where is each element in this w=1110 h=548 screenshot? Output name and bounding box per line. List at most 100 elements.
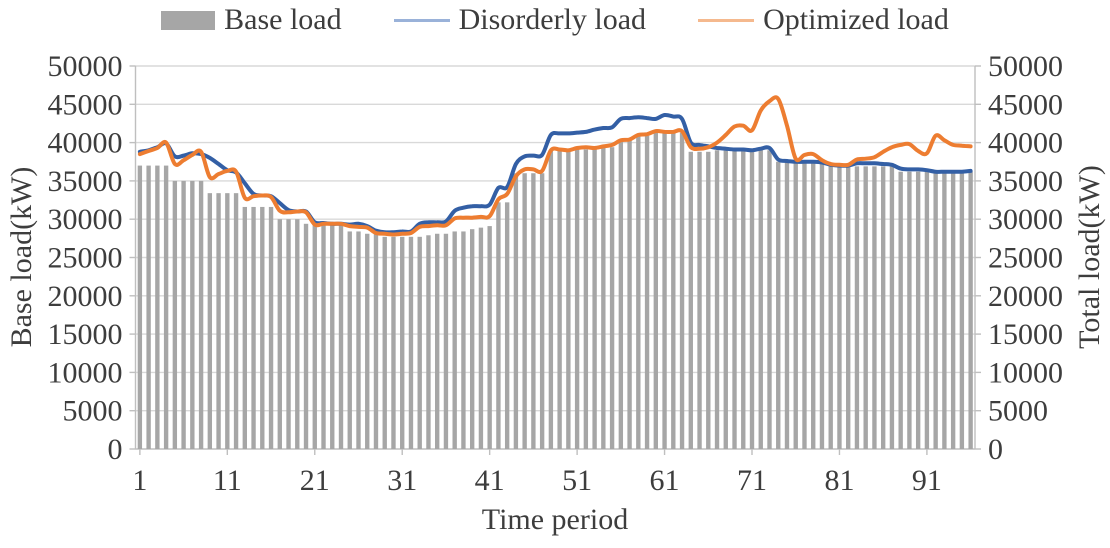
bar-base-load — [863, 166, 868, 449]
bar-base-load — [190, 180, 195, 449]
bar-base-load — [557, 151, 562, 449]
x-tick-label: 61 — [650, 464, 680, 497]
bar-base-load — [469, 229, 475, 449]
bar-base-load — [522, 173, 527, 450]
x-tick-label: 51 — [562, 464, 592, 497]
y-tick-label-right: 20000 — [988, 280, 1063, 313]
x-axis-title: Time period — [481, 503, 629, 536]
y-tick-label-right: 35000 — [988, 165, 1063, 198]
bar-base-load — [609, 147, 615, 450]
x-tick-label: 1 — [132, 464, 147, 497]
bar-base-load — [504, 202, 510, 449]
bar-base-load — [373, 233, 379, 449]
x-tick-label: 71 — [737, 464, 767, 497]
bar-base-load — [819, 163, 825, 450]
bar-base-load — [592, 149, 597, 449]
bar-base-load — [828, 163, 833, 450]
bar-base-load — [566, 151, 571, 449]
y-tick-label-left: 50000 — [48, 50, 123, 83]
bar-base-load — [435, 233, 440, 449]
bar-base-load — [950, 171, 956, 449]
y-tick-label-right: 25000 — [988, 242, 1063, 275]
disorderly-load-swatch-icon — [393, 18, 450, 22]
y-tick-label-right: 5000 — [988, 395, 1048, 428]
bar-base-load — [714, 150, 720, 449]
bar-base-load — [216, 193, 221, 449]
bar-base-load — [531, 173, 536, 450]
bar-base-load — [574, 149, 580, 449]
y-tick-label-left: 15000 — [48, 318, 123, 351]
bar-base-load — [461, 231, 466, 449]
x-tick-label: 91 — [912, 464, 942, 497]
y-tick-label-left: 30000 — [48, 203, 123, 236]
y-tick-label-left: 5000 — [63, 395, 123, 428]
bar-base-load — [391, 236, 396, 449]
bar-base-load — [286, 219, 291, 449]
bar-base-load — [872, 166, 877, 449]
bar-base-load — [854, 166, 860, 449]
bar-base-load — [426, 235, 431, 449]
y-tick-label-left: 25000 — [48, 242, 123, 275]
x-tick-label: 81 — [824, 464, 854, 497]
bar-base-load — [478, 227, 484, 449]
x-tick-label: 31 — [387, 464, 417, 497]
y-tick-label-left: 40000 — [48, 127, 123, 160]
bar-base-load — [268, 206, 274, 449]
bar-base-load — [338, 223, 344, 449]
bar-base-load — [644, 135, 650, 449]
bar-base-load — [880, 166, 886, 449]
bar-base-load — [330, 223, 335, 449]
bar-base-load — [172, 180, 178, 449]
bar-base-load — [155, 165, 160, 449]
bar-base-load — [653, 132, 659, 449]
bar-base-load — [400, 236, 405, 449]
bar-base-load — [242, 206, 247, 449]
y-tick-label-right: 30000 — [988, 203, 1063, 236]
bar-base-load — [907, 171, 912, 449]
bar-base-load — [697, 151, 702, 450]
y-tick-label-left: 10000 — [48, 356, 123, 389]
bar-base-load — [662, 132, 667, 449]
bar-base-load — [417, 236, 422, 449]
bar-base-load — [959, 171, 965, 449]
bar-base-load — [233, 193, 239, 449]
bar-base-load — [968, 171, 973, 449]
legend-label-base-load: Base load — [224, 3, 342, 36]
bar-base-load — [312, 223, 317, 449]
bar-base-load — [496, 202, 501, 449]
bar-base-load — [539, 173, 545, 450]
bar-base-load — [767, 150, 772, 449]
bar-base-load — [749, 150, 755, 449]
bar-base-load — [487, 226, 492, 449]
legend-label-disorderly-load: Disorderly load — [458, 3, 647, 36]
y-axis-title-right: Total load(kW) — [1073, 165, 1106, 349]
bar-base-load — [793, 161, 798, 449]
bar-base-load — [260, 206, 265, 449]
bar-base-load — [382, 236, 387, 449]
bar-base-load — [671, 132, 676, 449]
bar-base-load — [688, 151, 693, 450]
bar-base-load — [732, 150, 737, 449]
bar-base-load — [889, 166, 895, 449]
y-tick-label-left: 45000 — [48, 88, 123, 121]
bar-base-load — [915, 171, 921, 449]
bar-base-load — [146, 165, 151, 449]
bar-base-load — [181, 180, 186, 449]
bar-base-load — [513, 173, 519, 450]
bar-base-load — [452, 231, 457, 449]
bar-base-load — [303, 223, 309, 449]
base-load-swatch-icon — [161, 10, 216, 30]
bar-base-load — [207, 193, 213, 449]
y-axis-title-left: Base load(kW) — [5, 166, 38, 348]
bar-base-load — [837, 163, 842, 450]
bar-base-load — [924, 171, 930, 449]
y-tick-label-left: 35000 — [48, 165, 123, 198]
y-tick-label-left: 0 — [108, 433, 123, 466]
bar-base-load — [758, 150, 763, 449]
bar-base-load — [347, 231, 352, 449]
y-tick-label-right: 15000 — [988, 318, 1063, 351]
legend-item-base-load: Base load — [161, 3, 342, 37]
bar-base-load — [706, 151, 711, 450]
bar-base-load — [277, 219, 282, 449]
